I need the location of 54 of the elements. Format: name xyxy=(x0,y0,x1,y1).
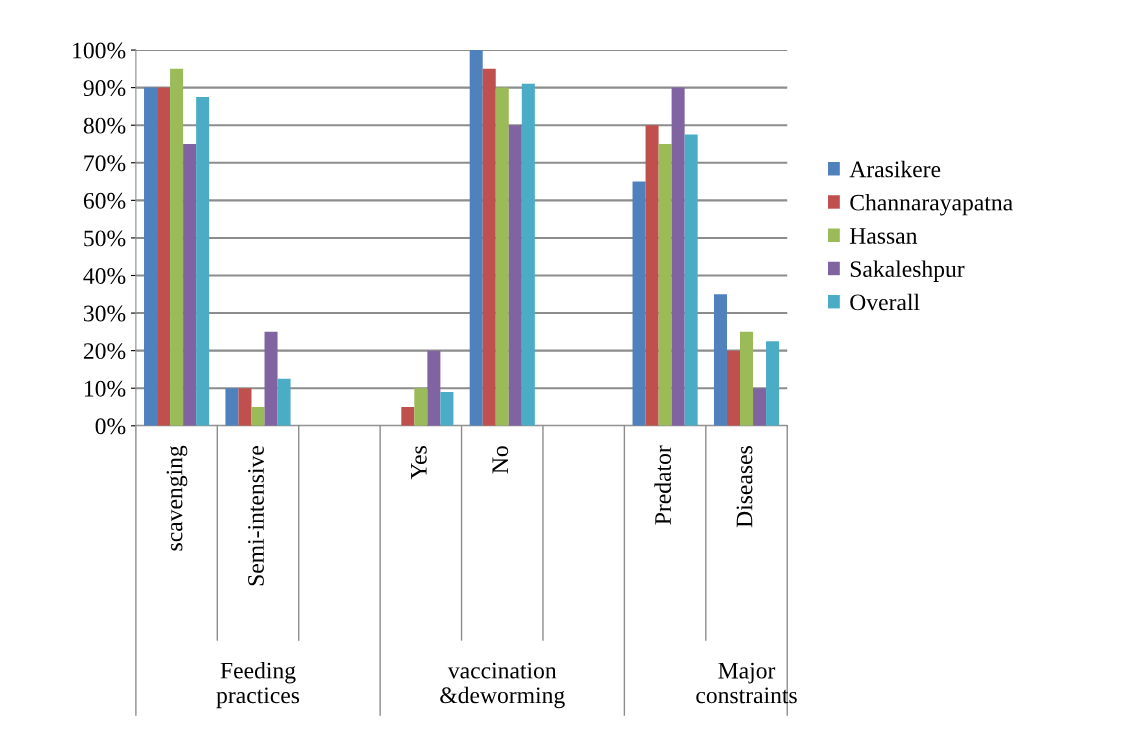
x-tick-label: Semi-intensive xyxy=(248,446,264,586)
text: vaccination &deworming xyxy=(440,662,565,709)
legend-label: Channarayapatna xyxy=(850,193,1013,216)
bar xyxy=(521,83,535,426)
bar xyxy=(671,87,685,426)
bar xyxy=(508,125,522,426)
bar xyxy=(482,68,496,426)
legend-label: Hassan xyxy=(849,228,918,244)
bar xyxy=(740,331,754,426)
bar xyxy=(469,50,483,426)
bar xyxy=(414,388,428,426)
bar xyxy=(495,87,509,426)
y-tick-label: 40% xyxy=(83,267,126,284)
legend-label: Sakaleshpur xyxy=(850,260,965,282)
bar xyxy=(264,331,278,426)
y-tick-label: 20% xyxy=(83,343,126,360)
bar xyxy=(684,134,698,426)
y-tick-label: 70% xyxy=(84,155,126,172)
bar xyxy=(440,391,454,426)
x-tick-label: Diseases xyxy=(736,446,753,528)
bar xyxy=(427,350,441,426)
bar xyxy=(183,143,197,426)
y-tick-label: 100% xyxy=(73,42,126,59)
y-tick-label: 30% xyxy=(84,305,126,322)
bar xyxy=(645,125,659,426)
legend-label: Overall xyxy=(850,293,920,311)
x-tick-label: Predator xyxy=(654,445,672,525)
bar xyxy=(632,181,646,426)
y-tick-label: 10% xyxy=(84,380,126,397)
y-tick-label: 80% xyxy=(83,117,126,134)
y-tick-label: 50% xyxy=(84,230,126,247)
bar xyxy=(238,388,252,426)
text: Feeding practices xyxy=(216,661,300,709)
bar xyxy=(277,378,291,426)
bar xyxy=(251,407,265,426)
y-tick-label: 60% xyxy=(83,192,126,209)
bar xyxy=(157,87,171,426)
bar xyxy=(766,341,780,426)
text: Major constraints xyxy=(696,662,797,704)
x-tick-label: No xyxy=(492,446,509,474)
bar xyxy=(170,68,184,426)
y-tick-label: 90% xyxy=(83,80,126,97)
bar xyxy=(753,388,767,426)
bar xyxy=(144,87,158,426)
x-tick-label: scavenging xyxy=(166,445,188,551)
bar xyxy=(713,294,727,426)
bar xyxy=(225,388,239,426)
bar xyxy=(658,143,672,426)
legend-label: Arasikere xyxy=(849,160,941,178)
x-tick-label: Yes xyxy=(411,446,427,480)
bar xyxy=(726,350,740,426)
y-tick-label: 0% xyxy=(95,418,126,435)
bar xyxy=(401,407,415,426)
bar xyxy=(196,97,210,426)
